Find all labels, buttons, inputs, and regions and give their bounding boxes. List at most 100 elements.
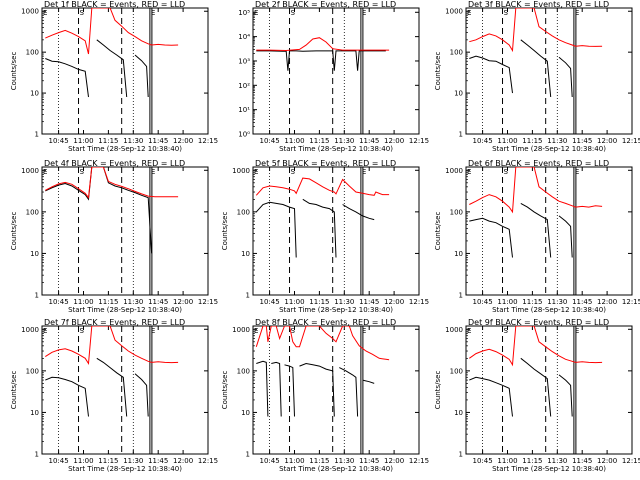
y-tick-label: 10 [30,409,39,417]
x-tick-label: 11:30 [334,457,354,465]
x-tick-label: 12:15 [409,137,429,145]
x-tick-label: 10:45 [49,137,69,145]
y-tick-label: 10 [241,250,250,258]
y-axis-label: Counts/sec [10,52,18,91]
lld-series-line [255,177,390,196]
x-tick-label: 12:00 [173,457,193,465]
x-tick-label: 10:45 [260,298,280,306]
y-tick-label: 100 [237,208,250,216]
x-tick-label: 12:00 [173,298,193,306]
chart-title: Det 4f BLACK = Events, RED = LLD [44,159,185,168]
x-tick-label: 11:15 [522,137,542,145]
events-series-line [255,198,375,258]
plot-frame [252,7,420,135]
x-axis-label: Start Time (28-Sep-12 10:38:40) [492,306,606,314]
event-marker-e: E [362,9,366,17]
lld-series-line [256,37,390,52]
y-axis-label: Counts/sec [10,371,18,410]
x-tick-label: 11:15 [98,457,118,465]
x-tick-label: 10:45 [260,457,280,465]
event-marker-s: S [80,168,85,176]
y-axis-label: Counts/sec [434,371,442,410]
x-tick-label: 12:15 [622,457,640,465]
y-axis-label: Counts/sec [221,212,229,251]
x-tick-label: 12:00 [384,137,404,145]
x-tick-label: 11:00 [284,298,304,306]
y-tick-label: 10⁴ [238,33,250,41]
y-tick-label: 1 [35,131,39,139]
chart-title: Det 8f BLACK = Events, RED = LLD [255,318,396,327]
y-axis-label: Counts/sec [434,52,442,91]
y-tick-label: 1000 [21,167,39,175]
event-marker-e: E [467,327,471,335]
event-marker-e: E [43,327,47,335]
event-marker-e: E [43,9,47,17]
y-tick-label: 1000 [232,167,250,175]
events-series-line [45,357,149,417]
x-tick-label: 10:45 [473,457,493,465]
x-tick-label: 11:00 [497,298,517,306]
x-tick-label: 11:00 [497,457,517,465]
event-marker-e: E [151,168,155,176]
chart-title: Det 6f BLACK = Events, RED = LLD [468,159,609,168]
event-marker-e: E [43,168,47,176]
x-tick-label: 11:15 [98,298,118,306]
event-marker-e: E [254,327,258,335]
y-tick-label: 100 [450,49,463,57]
y-axis-label: Counts/sec [10,212,18,251]
x-tick-label: 11:30 [123,457,143,465]
x-tick-label: 11:30 [547,457,567,465]
y-tick-label: 10 [241,409,250,417]
event-marker-s: S [504,9,509,17]
x-tick-label: 11:00 [73,298,93,306]
y-tick-label: 10² [238,82,250,90]
x-tick-label: 11:45 [148,457,168,465]
chart-title: Det 2f BLACK = Events, RED = LLD [255,0,396,9]
y-tick-label: 1000 [232,326,250,334]
x-tick-label: 11:45 [359,457,379,465]
y-tick-label: 10 [454,90,463,98]
y-tick-label: 1000 [445,8,463,16]
y-tick-label: 10¹ [238,106,250,114]
y-tick-label: 1 [246,451,250,459]
lld-series-line [45,8,179,55]
event-marker-s: S [504,327,509,335]
event-marker-e: E [254,9,258,17]
event-marker-e: E [151,327,155,335]
chart-title: Det 5f BLACK = Events, RED = LLD [255,159,396,168]
events-series-line [469,357,573,417]
x-tick-label: 12:00 [597,298,617,306]
x-axis-label: Start Time (28-Sep-12 10:38:40) [279,145,393,153]
event-marker-e: E [467,168,471,176]
x-tick-label: 11:00 [73,137,93,145]
x-tick-label: 11:45 [572,137,592,145]
event-marker-s: S [291,9,296,17]
x-tick-label: 10:45 [49,457,69,465]
event-marker-s: S [291,327,296,335]
lld-series-line [469,326,603,367]
plot-frame [465,7,633,135]
x-tick-label: 10:45 [473,137,493,145]
x-tick-label: 11:45 [148,298,168,306]
x-tick-label: 11:00 [497,137,517,145]
y-tick-label: 1000 [21,8,39,16]
lld-series-line [45,326,179,366]
y-tick-label: 1 [459,292,463,300]
y-tick-label: 1000 [445,326,463,334]
x-tick-label: 12:00 [597,457,617,465]
events-series-line [45,39,149,98]
x-axis-label: Start Time (28-Sep-12 10:38:40) [68,465,182,473]
event-marker-e: E [575,168,579,176]
x-tick-label: 11:30 [547,137,567,145]
event-marker-s: S [80,327,85,335]
chart-title: Det 7f BLACK = Events, RED = LLD [44,318,185,327]
events-series-line [469,39,573,98]
x-tick-label: 12:15 [622,298,640,306]
x-tick-label: 11:15 [309,457,329,465]
x-tick-label: 12:00 [597,137,617,145]
y-tick-label: 1000 [21,326,39,334]
